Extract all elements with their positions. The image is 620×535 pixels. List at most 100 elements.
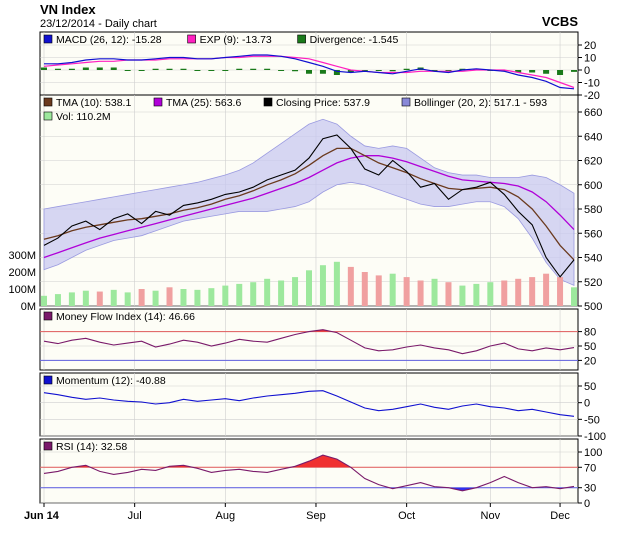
volume-bar [194, 289, 201, 306]
bollinger-band [43, 118, 575, 286]
volume-bar [417, 280, 424, 306]
legend-label: TMA (10): 538.1 [56, 97, 131, 109]
y-tick-label: 80 [584, 327, 596, 339]
volume-bar [431, 278, 438, 306]
panel-rsi: 100 70 30 0 RSI (14): 32.58 [39, 438, 602, 510]
volume-bar [41, 295, 47, 306]
volume-bar [152, 290, 159, 306]
divergence-bar [180, 68, 187, 70]
legend: Money Flow Index (14): 46.66 [43, 311, 195, 323]
volume-bar [333, 261, 340, 306]
y-tick-label: 50 [584, 381, 596, 393]
legend-label: Money Flow Index (14): 46.66 [56, 311, 195, 323]
divergence-bar [543, 70, 550, 74]
volume-bar [306, 270, 312, 306]
divergence-bar [375, 70, 382, 71]
legend: Momentum (12): -40.88 [43, 375, 166, 387]
y-tick-label: 620 [584, 156, 602, 168]
macd-line [44, 54, 575, 90]
volume-bar [557, 277, 564, 306]
divergence-bar [501, 70, 508, 72]
volume-bar [264, 278, 271, 306]
y-tick-label: 30 [584, 483, 596, 495]
volume-bar [501, 280, 508, 306]
divergence-bar [54, 68, 61, 70]
momentum-line [43, 390, 575, 417]
legend-swatch [43, 97, 53, 107]
legend-swatch [187, 34, 196, 44]
volume-bar [403, 277, 410, 306]
closing-price-line [43, 134, 575, 278]
divergence-bar [264, 68, 271, 70]
legend-label: Divergence: -1.545 [310, 34, 399, 46]
y-tick-label: 560 [584, 228, 602, 240]
y-tick-label: 70 [584, 462, 596, 474]
y-tick-label: 640 [584, 131, 602, 143]
x-tick-label: Dec [550, 510, 570, 522]
legend-label: EXP (9): -13.73 [200, 34, 272, 46]
panel-price: 660 640 620 600 580 560 540 520 500 300M 200M 100M 0… [8, 94, 602, 313]
volume-tick-label: 200M [8, 267, 36, 279]
legend-swatch [401, 97, 411, 107]
legend-label: Bollinger (20, 2): 517.1 - 593 [414, 97, 547, 109]
legend-swatch [153, 97, 163, 107]
volume-bar [222, 285, 229, 306]
divergence-bar [138, 70, 145, 71]
y-tick-label: 50 [584, 341, 596, 353]
volume-bar [543, 273, 550, 306]
volume-bar [375, 275, 382, 306]
divergence-bar [166, 68, 173, 70]
legend-label: Momentum (12): -40.88 [56, 375, 166, 387]
volume-bar [487, 282, 494, 306]
x-tick-label: Jul [128, 510, 142, 522]
volume-bar [473, 283, 480, 306]
legend-label: Vol: 110.2M [56, 111, 111, 123]
legend-swatch [43, 311, 53, 321]
volume-bar [459, 285, 466, 306]
x-axis: Jun 14 Jul Aug Sep Oct Nov Dec [24, 503, 570, 522]
panel-background [39, 31, 579, 96]
y-tick-label: 0 [584, 498, 590, 510]
divergence-bar [194, 70, 201, 71]
legend-label: TMA (25): 563.6 [166, 97, 241, 109]
y-tick-label: 500 [584, 301, 602, 313]
volume-bar [445, 282, 452, 306]
chart-subtitle: 23/12/2014 - Daily chart [40, 18, 157, 30]
legend-label: MACD (26, 12): -15.28 [56, 34, 162, 46]
volume-bar [515, 278, 522, 306]
volume-bar [166, 287, 173, 306]
y-tick-label: -100 [584, 431, 606, 443]
legend-swatch [263, 97, 273, 107]
legend-swatch [43, 111, 53, 121]
mfi-line [43, 329, 575, 355]
divergence-bar [333, 70, 340, 75]
y-tick-label: 20 [584, 40, 596, 52]
divergence-bar [152, 68, 159, 70]
y-tick-label: 10 [584, 53, 596, 65]
volume-bar [571, 287, 577, 306]
y-tick-label: 0 [584, 398, 590, 410]
volume-bar [529, 277, 536, 306]
volume-bar [110, 289, 117, 306]
chart-title: VN Index [40, 2, 96, 17]
volume-bar [278, 280, 285, 306]
volume-bar [180, 289, 187, 306]
divergence-bar [389, 70, 396, 72]
x-tick-label: Sep [306, 510, 326, 522]
y-tick-label: 600 [584, 180, 602, 192]
divergence-bar [96, 67, 103, 70]
y-tick-label: 580 [584, 204, 602, 216]
volume-bar [319, 265, 326, 306]
y-tick-label: 660 [584, 107, 602, 119]
legend-swatch [43, 375, 53, 385]
volume-tick-label: 100M [8, 284, 36, 296]
legend-label: RSI (14): 32.58 [56, 441, 127, 453]
divergence-bar [82, 67, 89, 70]
rsi-line [43, 454, 575, 492]
divergence-bar [319, 70, 326, 74]
divergence-bar [250, 68, 257, 70]
chart-header: VN Index 23/12/2014 - Daily chart VCBS [40, 2, 578, 30]
divergence-bar [431, 70, 438, 71]
